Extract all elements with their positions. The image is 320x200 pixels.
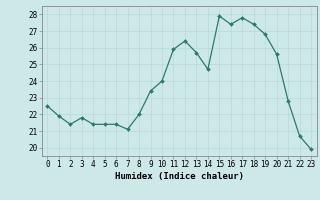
X-axis label: Humidex (Indice chaleur): Humidex (Indice chaleur) <box>115 172 244 181</box>
